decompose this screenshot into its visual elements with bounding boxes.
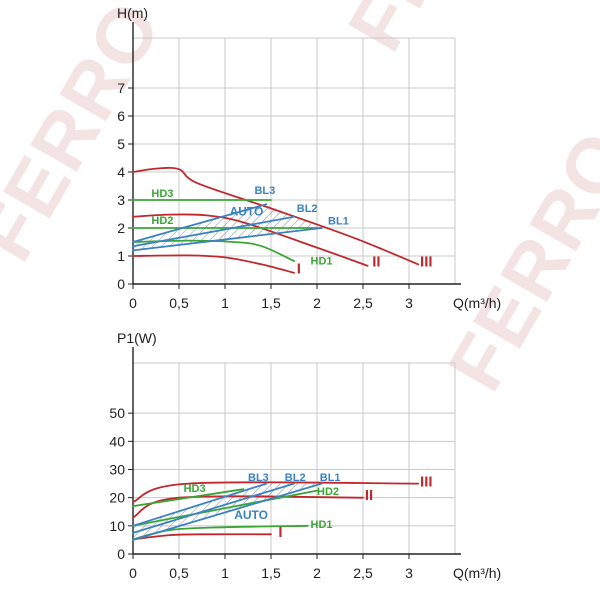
series-line-bl2 (132, 215, 295, 248)
x-tick-label: 0,5 (169, 295, 189, 311)
y-axis-label: P1(W) (117, 330, 157, 346)
y-tick-label: 0 (117, 276, 125, 292)
x-tick-label: 3 (405, 565, 413, 581)
x-tick-label: 1,5 (261, 565, 281, 581)
series-label-hd1: HD1 (311, 255, 333, 267)
x-tick-label: 1 (221, 295, 229, 311)
series-label-i: I (297, 260, 301, 277)
auto-label: AUTO (234, 508, 268, 522)
y-tick-label: 20 (109, 490, 125, 506)
series-line-ii (132, 213, 369, 267)
series-line-bl1 (132, 482, 323, 541)
series-label-hd2: HD2 (151, 215, 173, 227)
series-line-bl3 (132, 482, 268, 527)
y-tick-label: 5 (117, 136, 125, 152)
x-tick-label: 1,5 (261, 295, 281, 311)
series-label-bl1: BL1 (320, 472, 341, 484)
series-line-hd3 (132, 488, 245, 507)
series-label-i: I (278, 524, 282, 541)
y-tick-label: 40 (109, 433, 125, 449)
series-label-bl2: BL2 (297, 203, 318, 215)
x-tick-label: 2 (313, 565, 321, 581)
series-label-bl1: BL1 (328, 216, 349, 228)
series-label-ii: II (365, 487, 373, 504)
series-line-bl3 (132, 203, 268, 243)
series-label-hd3: HD3 (184, 483, 206, 495)
x-tick-label: 2 (313, 295, 321, 311)
series-line-hd2 (132, 489, 318, 527)
y-tick-label: 6 (117, 108, 125, 124)
series-line-i (132, 533, 272, 541)
series-label-iii: III (420, 473, 433, 490)
x-tick-label: 0 (129, 295, 137, 311)
series-label-hd3: HD3 (151, 188, 173, 200)
series-label-bl3: BL3 (248, 472, 269, 484)
y-tick-label: 4 (117, 164, 125, 180)
y-tick-label: 7 (117, 80, 125, 96)
y-tick-label: 3 (117, 192, 125, 208)
series-line-iii (132, 166, 420, 266)
x-axis-label: Q(m³/h) (453, 565, 501, 581)
series-label-bl2: BL2 (285, 472, 306, 484)
x-axis-label: Q(m³/h) (453, 295, 501, 311)
x-tick-label: 3 (405, 295, 413, 311)
auto-label: AUTO (230, 204, 264, 218)
y-tick-label: 0 (117, 546, 125, 562)
series-label-bl3: BL3 (254, 185, 275, 197)
y-tick-label: 1 (117, 248, 125, 264)
series-label-iii: III (420, 254, 433, 271)
x-tick-label: 0 (129, 565, 137, 581)
series-line-iii (132, 481, 420, 503)
series-label-hd1: HD1 (311, 519, 333, 531)
y-axis-label: H(m) (117, 5, 148, 21)
y-tick-label: 50 (109, 405, 125, 421)
series-line-bl1 (132, 227, 323, 252)
series-label-hd2: HD2 (317, 486, 339, 498)
y-tick-label: 2 (117, 220, 125, 236)
x-tick-label: 1 (221, 565, 229, 581)
x-tick-label: 2,5 (353, 565, 373, 581)
y-tick-label: 10 (109, 518, 125, 534)
series-line-hd1 (132, 239, 295, 262)
series-line-i (132, 254, 295, 274)
y-tick-label: 30 (109, 462, 125, 478)
x-tick-label: 2,5 (353, 295, 373, 311)
x-tick-label: 0,5 (169, 565, 189, 581)
series-line-bl2 (132, 482, 295, 534)
series-label-ii: II (372, 254, 380, 271)
